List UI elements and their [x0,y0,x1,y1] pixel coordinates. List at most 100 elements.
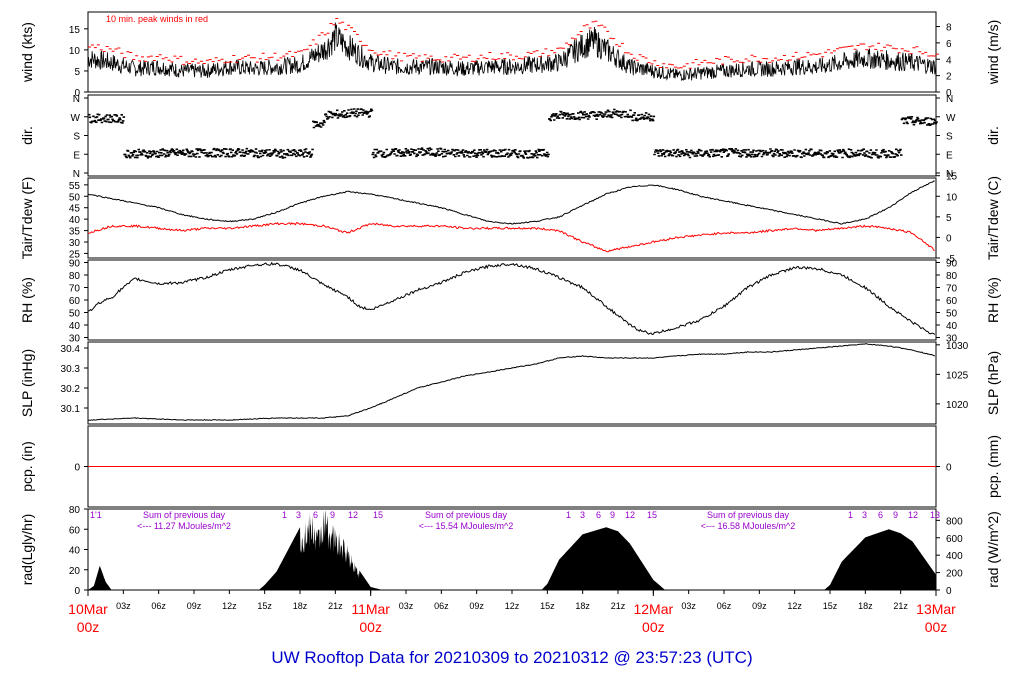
y-axis-title-temp: Tair/Tdew (F) [19,177,35,259]
x-tick-label: 12z [222,601,237,611]
rad-hour-mark: 9 [610,510,615,520]
dir-left-tick-label: N [73,94,80,105]
rad-hour-mark: 12 [625,510,635,520]
slp-left-tick-label: 30.4 [61,344,81,355]
rad-left-tick-label: 20 [69,566,81,577]
temp-right-tick-label: 5 [946,213,952,224]
x-date-label: 10Mar [68,601,108,617]
wind-right-tick-label: 4 [946,55,952,66]
dir-right-tick-label: E [946,150,953,161]
x-tick-label: 12z [505,601,520,611]
y-axis-title-right-wind: wind (m/s) [985,20,1001,86]
x-tick-label: 03z [681,601,696,611]
wind-right-tick-label: 0 [946,88,952,99]
rad-hour-mark: 3 [296,510,301,520]
dir-left-tick-label: N [73,169,80,180]
x-date-label: 13Mar [916,601,956,617]
rad-sum-value: <--- 16.58 MJoules/m^2 [701,521,796,531]
y-axis-title-right-rad: rad (W/m^2) [985,511,1001,588]
wind-right-tick-label: 2 [946,72,952,83]
panel-frame-temp [87,177,937,259]
rad-hour-mark: 1 [282,510,287,520]
dir-left-tick-label: E [73,150,80,161]
rad-hour-mark: 15 [647,510,657,520]
rad-left-tick-label: 40 [69,546,81,557]
y-axis-title-right-temp: Tair/Tdew (C) [985,176,1001,260]
rad-hour-mark: 9 [330,510,335,520]
slp-right-tick-label: 1030 [946,341,969,352]
y-axis-title-right-dir: dir. [985,126,1001,145]
rad-right-tick-label: 600 [946,534,963,545]
slp-left-tick-label: 30.1 [61,404,81,415]
temp-left-tick-label: 40 [69,215,81,226]
x-tick-label: 06z [434,601,449,611]
panel-frame-dir [87,94,937,177]
rad-right-tick-label: 0 [946,586,952,597]
dewpoint-line [87,222,935,253]
temp-left-tick-label: 55 [69,181,81,192]
wind-left-tick-label: 0 [74,88,80,99]
rad-hour-mark: 12 [908,510,918,520]
rh-left-tick-label: 90 [69,259,81,270]
rad-hour-mark: 6 [878,510,883,520]
y-axis-title-dir: dir. [19,126,35,145]
x-tick-label: 21z [611,601,626,611]
x-tick-label: 09z [187,601,202,611]
dir-right-tick-label: S [946,132,953,143]
pcp-right-tick-label: 0 [946,463,952,474]
rh-left-tick-label: 40 [69,321,81,332]
rad-hour-mark: 12 [348,510,358,520]
y-axis-title-right-pcp: pcp. (mm) [985,435,1001,498]
rad-sum-label: Sum of previous day [425,510,508,520]
air-temperature-line [87,180,935,225]
y-axis-title-right-slp: SLP (hPa) [985,351,1001,415]
x-hour-label: 00z [925,619,948,635]
x-hour-label: 00z [359,619,382,635]
wind-left-tick-label: 15 [69,25,81,36]
rh-left-tick-label: 30 [69,334,81,345]
slp-left-tick-label: 30.3 [61,364,81,375]
rh-right-tick-label: 60 [946,296,958,307]
x-tick-label: 18z [858,601,873,611]
rh-right-tick-label: 50 [946,309,958,320]
slp-right-tick-label: 1020 [946,400,969,411]
wind-left-tick-label: 5 [74,67,80,78]
temp-right-tick-label: 15 [946,172,958,183]
x-hour-label: 00z [642,619,665,635]
x-tick-label: 09z [469,601,484,611]
x-tick-label: 06z [151,601,166,611]
rh-left-tick-label: 70 [69,284,81,295]
rh-right-tick-label: 30 [946,334,958,345]
rad-right-tick-label: 200 [946,569,963,580]
pcp-left-tick-label: 0 [74,463,80,474]
wind-right-tick-label: 6 [946,39,952,50]
rad-left-tick-label: 0 [74,586,80,597]
rad-sum-label: Sum of previous day [707,510,790,520]
temp-right-tick-label: 10 [946,192,958,203]
dir-left-tick-label: S [73,132,80,143]
slp-right-tick-label: 1025 [946,370,969,381]
rh-right-tick-label: 40 [946,321,958,332]
panel-frame-rh [87,259,937,341]
rad-hour-mark: 3 [580,510,585,520]
temp-left-tick-label: 25 [69,249,81,260]
rad-hour-mark: 1 [848,510,853,520]
x-tick-label: 21z [328,601,343,611]
rad-left-tick-label: 80 [69,505,81,516]
panel-frame-wind [87,11,937,93]
rh-right-tick-label: 80 [946,271,958,282]
slp-left-tick-label: 30.2 [61,384,81,395]
rad-right-tick-label: 800 [946,516,963,527]
rad-hour-mark: 1 [566,510,571,520]
y-axis-title-rh: RH (%) [19,277,35,323]
wind-speed-line [87,22,937,81]
rad-hour-mark: 1'1 [90,510,102,520]
radiation-area [88,510,936,590]
x-tick-label: 18z [293,601,308,611]
rad-right-tick-label: 400 [946,551,963,562]
chart-title: UW Rooftop Data for 20210309 to 20210312… [271,648,753,667]
dir-right-tick-label: N [946,169,953,180]
rad-hour-mark: 3 [862,510,867,520]
